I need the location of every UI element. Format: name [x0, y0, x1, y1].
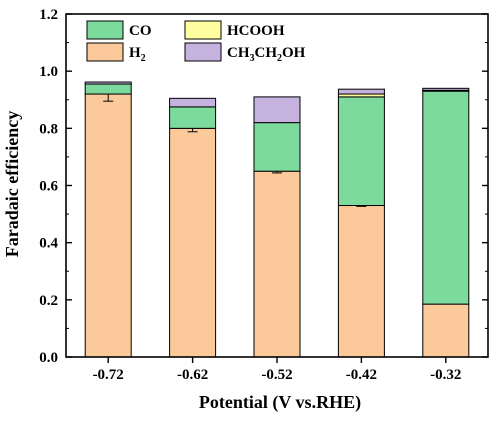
- bar-segment-ethanol: [422, 87, 470, 91]
- x-tick-label: -0.62: [177, 367, 208, 383]
- bar-segment-h2: [337, 205, 385, 358]
- bar-segment-co: [253, 122, 301, 172]
- bar-segment-ethanol: [169, 97, 217, 108]
- x-tick-label: -0.72: [93, 367, 124, 383]
- bar-segment-h2: [84, 93, 132, 358]
- bar-segment-co: [84, 83, 132, 95]
- y-tick-label: 0.8: [39, 121, 58, 137]
- x-tick-label: -0.32: [430, 367, 461, 383]
- x-tick-label: -0.42: [346, 367, 377, 383]
- legend-swatch-ethanol: [184, 42, 222, 62]
- y-axis-title: Faradaic efficiency: [2, 111, 22, 257]
- legend-swatch-co: [86, 20, 124, 40]
- axes-layer: 0.0 0.2 0.4 0.6 0.8 1.0 1.2 -0.72 -0.62 -0.52 -0.4…: [39, 7, 489, 383]
- bar-segment-co: [422, 90, 470, 305]
- bar-segment-h2: [253, 170, 301, 358]
- bar-segment-h2: [422, 303, 470, 358]
- legend-swatch-h2: [86, 42, 124, 62]
- legend-label-ethanol: CH3CH2OH: [227, 45, 306, 64]
- x-tick-label: -0.52: [261, 367, 292, 383]
- bar-segment-ethanol: [337, 88, 385, 95]
- bar-segment-ethanol: [253, 96, 301, 124]
- legend-label-co: CO: [129, 23, 152, 39]
- bar-segment-ethanol: [84, 81, 132, 85]
- y-tick-label: 1.0: [39, 64, 58, 80]
- y-tick-label: 0.6: [39, 179, 58, 195]
- x-axis-title: Potential (V vs.RHE): [199, 392, 361, 413]
- bar-segment-co: [169, 106, 217, 129]
- legend-label-h2: H2: [129, 45, 146, 64]
- y-tick-label: 0.0: [39, 350, 58, 366]
- y-tick-label: 1.2: [39, 7, 58, 23]
- y-tick-label: 0.4: [39, 236, 58, 252]
- legend: CO HCOOH H2 CH3CH2OH: [86, 20, 306, 64]
- bars-layer: [84, 81, 470, 358]
- y-tick-label: 0.2: [39, 293, 58, 309]
- legend-swatch-hcooh: [184, 20, 222, 40]
- bar-segment-h2: [169, 127, 217, 358]
- legend-label-hcooh: HCOOH: [227, 23, 285, 39]
- bar-segment-co: [337, 96, 385, 207]
